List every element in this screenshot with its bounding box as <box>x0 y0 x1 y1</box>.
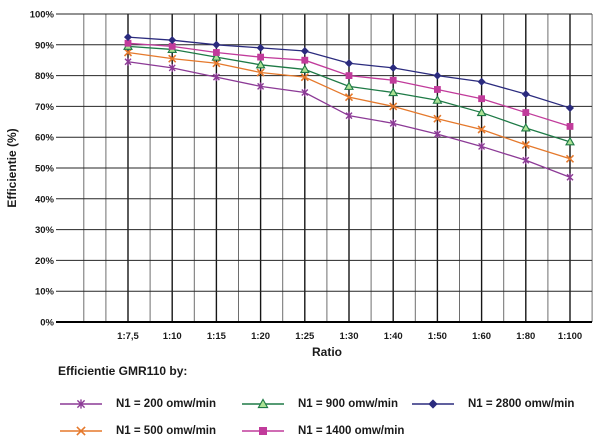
legend-item: N1 = 200 omw/min <box>58 396 240 412</box>
legend-item-label: N1 = 1400 omw/min <box>298 424 405 437</box>
x-tick-label: 1:100 <box>558 331 582 342</box>
y-tick-label: 70% <box>35 102 55 113</box>
x-tick-label: 1:30 <box>339 331 358 342</box>
y-tick-label: 0% <box>40 318 54 329</box>
legend-item-label: N1 = 2800 omw/min <box>468 397 575 410</box>
legend-title: Efficientie GMR110 by: <box>58 364 188 378</box>
x-tick-label: 1:7,5 <box>117 331 139 342</box>
y-tick-label: 10% <box>35 287 55 298</box>
series-1500 <box>123 48 575 163</box>
legend-item-label: N1 = 200 omw/min <box>116 397 217 410</box>
legend-item-label: N1 = 900 omw/min <box>298 397 399 410</box>
series-12800 <box>124 33 574 112</box>
legend-marker-icon <box>412 398 454 409</box>
x-tick-label: 1:15 <box>207 331 227 342</box>
legend-marker-icon <box>242 397 284 408</box>
x-tick-label: 1:25 <box>295 331 315 342</box>
y-tick-label: 60% <box>35 133 55 144</box>
x-tick-label: 1:10 <box>163 331 182 342</box>
y-tick-label: 90% <box>35 40 55 51</box>
legend-marker-icon <box>60 398 102 409</box>
series-11400 <box>124 39 574 130</box>
efficiency-chart: 0%10%20%30%40%50%60%70%80%90%100%1:7,5 1:… <box>5 10 593 359</box>
x-tick-label: 1:20 <box>251 331 270 342</box>
y-axis-title: Efficientie (%) <box>5 128 19 207</box>
x-tick-labels: 1:7,5 1:10 1:15 1:20 1:25 1:30 1:40 1:50 1:60 1:8… <box>117 331 582 342</box>
x-tick-label: 1:50 <box>428 331 447 342</box>
horizontal-gridlines: 0% 10% 20% 30% 40% 50% 60% 70% 80% 90% 100% <box>30 10 592 329</box>
legend-grid: N1 = 200 omw/min N1 = 900 omw/min N1 = 280… <box>58 390 598 441</box>
x-tick-label: 1:60 <box>472 331 491 342</box>
legend-item: N1 = 900 omw/min <box>240 396 410 412</box>
x-axis-title: Ratio <box>312 345 342 359</box>
legend-item: N1 = 1400 omw/min <box>240 423 410 439</box>
series-1200 <box>124 57 574 182</box>
legend-item: N1 = 2800 omw/min <box>410 396 598 412</box>
x-tick-label: 1:40 <box>384 331 403 342</box>
y-tick-label: 30% <box>35 225 55 236</box>
x-tick-label: 1:80 <box>516 331 535 342</box>
legend-marker-icon <box>242 426 284 435</box>
y-tick-label: 80% <box>35 71 55 82</box>
y-tick-label: 40% <box>35 194 55 205</box>
legend: Efficientie GMR110 by: N1 = 200 omw/min N… <box>58 364 598 441</box>
y-tick-label: 50% <box>35 164 55 175</box>
y-tick-label: 100% <box>30 10 55 21</box>
legend-item-label: N1 = 500 omw/min <box>116 424 217 437</box>
y-tick-label: 20% <box>35 256 55 267</box>
legend-item: N1 = 500 omw/min <box>58 423 240 439</box>
legend-marker-icon <box>60 425 102 436</box>
